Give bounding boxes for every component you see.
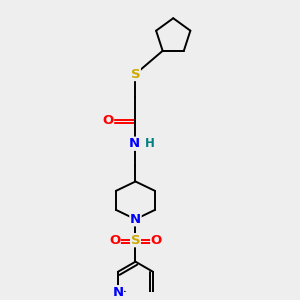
Text: S: S (131, 68, 140, 80)
Text: N: N (128, 137, 140, 150)
Text: H: H (145, 137, 154, 150)
Text: S: S (131, 234, 140, 247)
Text: N: N (130, 213, 141, 226)
Text: O: O (109, 234, 120, 247)
Text: O: O (151, 234, 162, 247)
Text: O: O (102, 114, 113, 127)
Text: N: N (112, 286, 123, 299)
